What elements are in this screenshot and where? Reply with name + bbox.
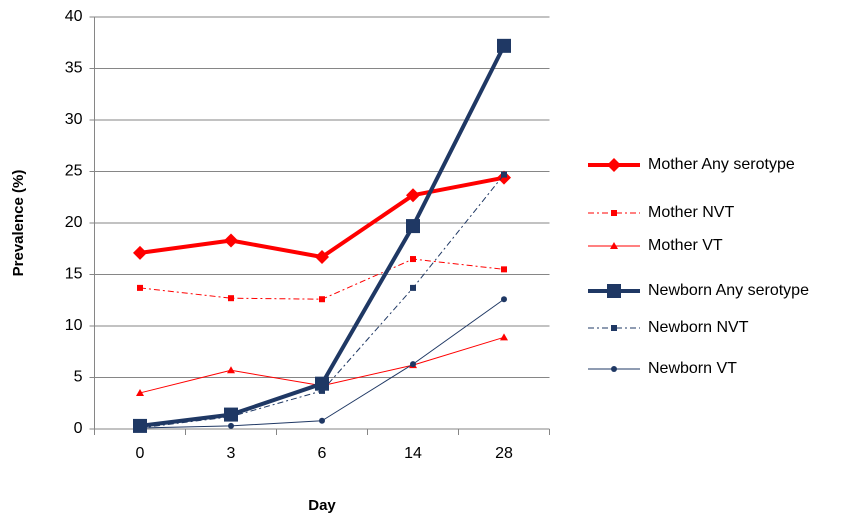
x-tick-label: 28 <box>495 445 513 462</box>
point <box>137 424 143 431</box>
point <box>228 422 234 429</box>
y-tick-label: 30 <box>65 111 83 128</box>
x-axis-label: Day <box>308 497 336 514</box>
point <box>406 219 420 234</box>
point <box>410 256 416 263</box>
legend-label: Mother NVT <box>648 204 734 221</box>
y-tick-label: 0 <box>74 420 83 437</box>
point <box>137 284 143 291</box>
point <box>136 388 144 396</box>
y-axis-label: Prevalence (%) <box>10 170 27 277</box>
legend-label: Newborn VT <box>648 360 737 377</box>
point <box>319 387 325 394</box>
legend-label: Mother Any serotype <box>648 156 795 173</box>
point <box>319 296 325 303</box>
series-line <box>139 258 505 300</box>
legend-marker <box>611 325 617 331</box>
series-line <box>139 175 505 259</box>
point <box>497 170 511 185</box>
y-tick-label: 15 <box>65 266 83 283</box>
y-tick-label: 40 <box>65 8 83 25</box>
point <box>410 361 416 368</box>
legend-label: Newborn NVT <box>648 319 749 336</box>
point <box>227 366 235 374</box>
y-tick-label: 5 <box>74 369 83 386</box>
point <box>319 417 325 424</box>
series-line <box>139 298 505 429</box>
series-line <box>139 44 506 428</box>
y-tick-label: 20 <box>65 214 83 231</box>
legend-marker <box>611 366 617 372</box>
legend-label: Newborn Any serotype <box>648 282 809 299</box>
point <box>501 296 507 303</box>
x-tick-label: 6 <box>318 445 327 462</box>
legend-marker <box>607 158 621 172</box>
x-tick-label: 3 <box>227 445 236 462</box>
legend-marker <box>610 242 618 249</box>
legend-marker <box>607 284 621 298</box>
point <box>224 233 238 248</box>
point <box>501 171 507 178</box>
y-tick-label: 35 <box>65 60 83 77</box>
point <box>133 245 147 260</box>
x-tick-label: 0 <box>136 445 145 462</box>
point <box>501 266 507 273</box>
point <box>497 38 511 53</box>
legend-label: Mother VT <box>648 237 723 254</box>
point <box>228 413 234 420</box>
point <box>410 284 416 291</box>
y-tick-label: 10 <box>65 317 83 334</box>
point <box>228 295 234 302</box>
point <box>406 188 420 203</box>
point <box>315 249 329 264</box>
y-tick-label: 25 <box>65 163 83 180</box>
point <box>500 333 508 341</box>
x-tick-label: 14 <box>404 445 422 462</box>
legend-marker <box>611 210 617 216</box>
